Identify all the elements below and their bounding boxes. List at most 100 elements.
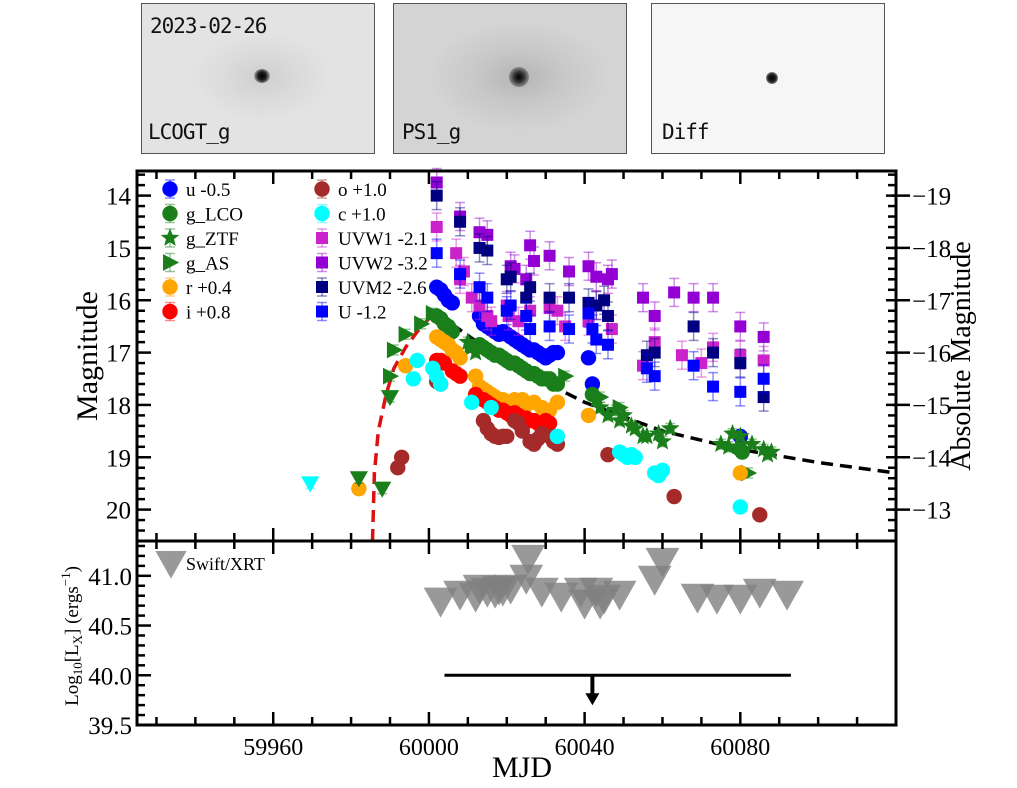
legend-marker xyxy=(316,305,328,318)
point-u-1-2 xyxy=(543,320,556,333)
point-uvm2-2-6 xyxy=(687,320,700,333)
point-r-0-4 xyxy=(732,465,749,481)
xray-upper-limit xyxy=(645,547,680,578)
point-uvm2-2-6 xyxy=(524,281,537,294)
legend-marker xyxy=(162,181,178,197)
point-i-0-8 xyxy=(452,368,468,384)
point-uvm2-2-6 xyxy=(504,270,517,283)
x-tick-label: 59960 xyxy=(243,735,303,761)
y2-tick-label: −14 xyxy=(912,445,952,472)
point-u-1-2 xyxy=(586,323,599,336)
point-r-0-4 xyxy=(397,357,414,374)
point-uvw2-3-2 xyxy=(524,239,537,252)
y2-tick-label: −16 xyxy=(912,341,951,368)
image-stamp-lcogt: 2023-02-26 LCOGT_g xyxy=(141,3,375,154)
point-u-1-2 xyxy=(454,268,467,281)
point-g-lco xyxy=(734,444,750,460)
point-uvm2-2-6 xyxy=(757,391,770,404)
legend-marker xyxy=(163,254,180,271)
point-g-ztf xyxy=(625,418,645,437)
y2-tick-label: −13 xyxy=(912,498,951,525)
point-r-0-4 xyxy=(452,350,468,366)
point-g-as xyxy=(383,367,400,385)
point-u-0-5 xyxy=(444,295,460,311)
legend-marker xyxy=(162,205,178,222)
limit-arrow-head xyxy=(585,693,600,706)
point-u-0-5 xyxy=(549,344,566,361)
point-u-1-2 xyxy=(582,307,595,320)
point-g-ztf xyxy=(723,423,742,442)
xray-upper-limit xyxy=(723,584,758,615)
point-c-1-0 xyxy=(732,499,749,515)
legend-label: i +0.8 xyxy=(186,303,231,324)
legend-marker xyxy=(316,232,328,244)
point-c-1-0 xyxy=(654,462,671,479)
point-c-1-0 xyxy=(483,399,499,416)
point-uvw1-2-1 xyxy=(675,349,688,362)
legend-label: r +0.4 xyxy=(186,278,232,299)
y-tick-label: 18 xyxy=(106,393,131,420)
point-u-0-5 xyxy=(580,350,597,366)
point-g-ztf xyxy=(598,405,618,424)
xray-upper-limit xyxy=(700,584,734,615)
point-uvm2-2-6 xyxy=(734,357,747,370)
point-u-1-2 xyxy=(757,372,770,385)
y-tick-label: 39.5 xyxy=(88,713,132,740)
xray-panel: 59960 60000 60040 60080 39.5 40.0 40.5 41.0 Swif… xyxy=(88,528,898,761)
xray-upper-limit xyxy=(602,580,637,611)
point-uvw1-2-1 xyxy=(648,336,661,349)
point-u-1-2 xyxy=(563,323,576,336)
point-g-upper xyxy=(349,471,368,488)
optical-uv-panel: 14 15 16 17 18 19 20 −19 −18 −17 −16 −15 −14 −13 u -0.… xyxy=(106,167,952,543)
point-g-as xyxy=(386,341,403,359)
legend-marker xyxy=(316,281,328,293)
point-u-1-2 xyxy=(430,247,443,260)
legend-marker xyxy=(160,228,180,246)
legend-label: g_LCO xyxy=(186,205,243,226)
point-uvm2-2-6 xyxy=(543,291,556,304)
point-uvw1-2-1 xyxy=(485,315,498,328)
point-uvw1-2-1 xyxy=(605,323,618,336)
galaxy-core xyxy=(509,67,529,87)
point-c-1-0 xyxy=(464,394,480,411)
legend-marker xyxy=(162,303,178,320)
point-uvw2-3-2 xyxy=(668,286,681,299)
stamp-label: Diff xyxy=(662,120,710,144)
point-uvw2-3-2 xyxy=(563,265,576,278)
point-o-1-0 xyxy=(752,507,768,523)
point-g-upper xyxy=(380,390,400,407)
point-uvw2-3-2 xyxy=(582,260,595,273)
point-u-1-2 xyxy=(601,338,614,351)
xray-y-axis-label: Log10[LX] (ergs−1) xyxy=(58,566,85,706)
y-tick-label: 20 xyxy=(106,498,131,525)
legend-marker xyxy=(316,256,328,269)
point-u-1-2 xyxy=(520,309,533,322)
point-g-ztf xyxy=(762,442,781,460)
point-uvw2-3-2 xyxy=(543,249,556,262)
point-uvw2-3-2 xyxy=(430,176,443,189)
xray-upper-limit xyxy=(423,587,458,618)
point-uvw2-3-2 xyxy=(648,309,661,322)
xray-upper-limit xyxy=(770,580,804,611)
xray-upper-limit xyxy=(493,574,528,605)
point-uvm2-2-6 xyxy=(454,215,467,228)
point-o-1-0 xyxy=(499,428,515,445)
y-axis-label: Magnitude xyxy=(71,291,104,421)
legend-label: o +1.0 xyxy=(338,180,387,201)
point-c-upper xyxy=(301,476,320,493)
legend-label: UVW1 -2.1 xyxy=(338,229,428,250)
fit-line-rise xyxy=(370,311,438,542)
legend-label: g_ZTF xyxy=(186,229,239,250)
legend-label: c +1.0 xyxy=(338,205,386,226)
x-tick-label: 60080 xyxy=(710,735,770,761)
point-uvm2-2-6 xyxy=(481,244,494,257)
point-c-1-0 xyxy=(627,449,643,465)
y-tick-label: 41.0 xyxy=(88,564,132,591)
point-uvm2-2-6 xyxy=(430,189,443,202)
galaxy-core xyxy=(254,69,270,83)
point-u-1-2 xyxy=(473,281,486,294)
stamp-label: PS1_g xyxy=(402,120,461,144)
point-u-1-2 xyxy=(648,370,661,383)
point-u-1-2 xyxy=(734,385,747,398)
point-u-1-2 xyxy=(524,323,537,336)
